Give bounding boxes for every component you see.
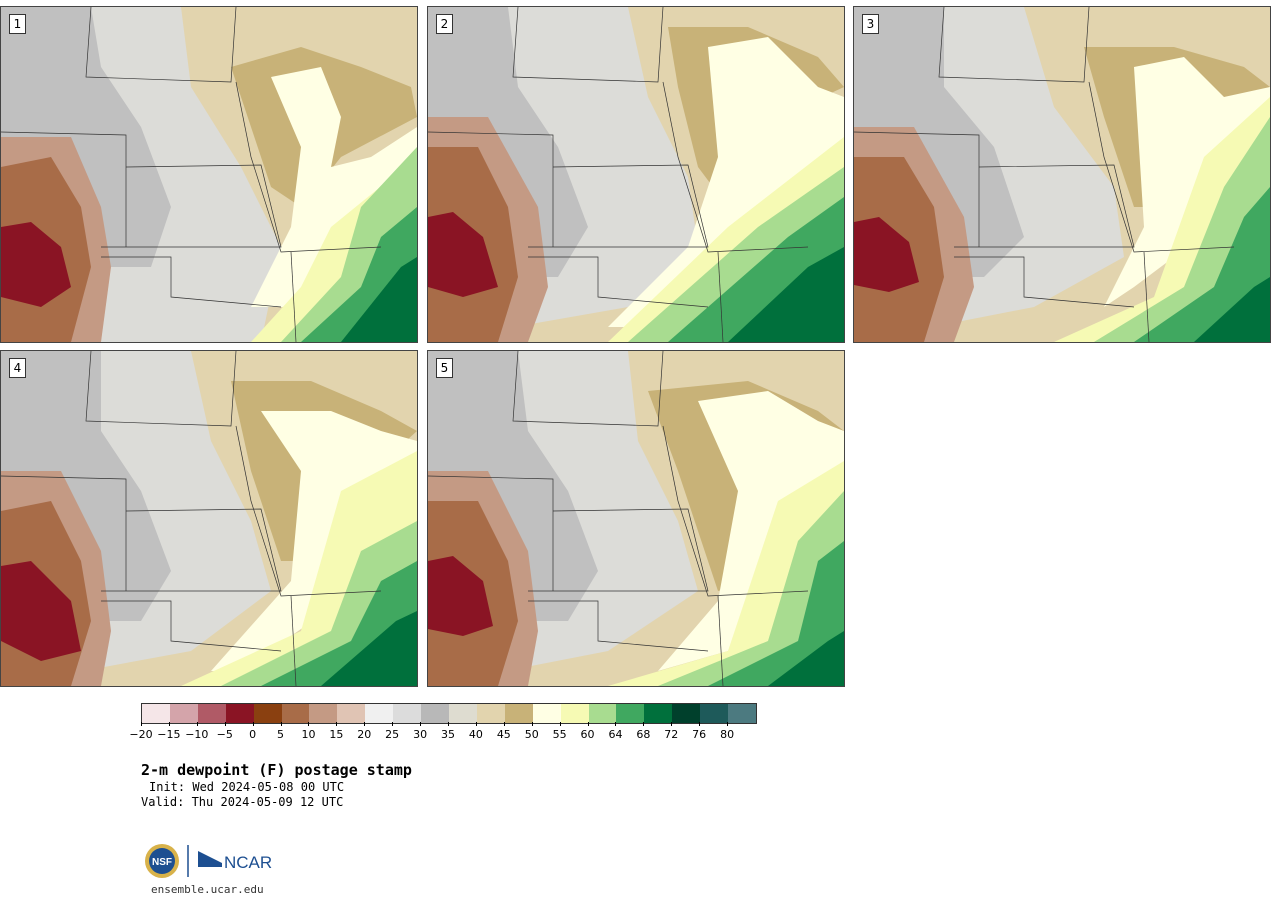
colorbar-cell bbox=[700, 704, 729, 723]
colorbar-tick-mark bbox=[196, 722, 198, 726]
dewpoint-map-4 bbox=[1, 351, 417, 686]
colorbar-tick-label: 0 bbox=[249, 728, 257, 741]
colorbar-cell bbox=[532, 704, 561, 723]
colorbar-cell bbox=[728, 704, 756, 723]
colorbar-cell bbox=[169, 704, 198, 723]
colorbar-tick-mark bbox=[336, 722, 338, 726]
colorbar-tick-label: −15 bbox=[157, 728, 181, 741]
dewpoint-map-2 bbox=[428, 7, 844, 342]
panel-number-label: 1 bbox=[9, 14, 26, 34]
colorbar-tick-mark bbox=[364, 722, 366, 726]
valid-time: Valid: Thu 2024-05-09 12 UTC bbox=[141, 795, 344, 809]
map-panel-4: 4 bbox=[0, 350, 418, 687]
colorbar-tick-mark bbox=[280, 722, 282, 726]
colorbar-cell bbox=[421, 704, 449, 723]
colorbar-tick-label: 64 bbox=[608, 728, 623, 741]
colorbar-cell bbox=[616, 704, 645, 723]
colorbar-tick-label: 76 bbox=[692, 728, 707, 741]
colorbar-cell bbox=[309, 704, 338, 723]
colorbar-tick-label: 55 bbox=[552, 728, 567, 741]
colorbar-tick-mark bbox=[559, 722, 561, 726]
colorbar-tick-mark bbox=[475, 722, 477, 726]
map-panel-1: 1 bbox=[0, 6, 418, 343]
colorbar-tick-mark bbox=[420, 722, 422, 726]
nsf-logo-text: NSF bbox=[152, 857, 172, 868]
colorbar-tick-mark bbox=[224, 722, 226, 726]
colorbar-tick-label: 15 bbox=[329, 728, 344, 741]
dewpoint-map-3 bbox=[854, 7, 1270, 342]
colorbar-cell bbox=[281, 704, 310, 723]
colorbar-cell bbox=[588, 704, 617, 723]
map-panel-2: 2 bbox=[427, 6, 845, 343]
panel-number-label: 5 bbox=[436, 358, 453, 378]
colorbar-tick-mark bbox=[503, 722, 505, 726]
colorbar-tick-mark bbox=[615, 722, 617, 726]
colorbar-cell bbox=[365, 704, 394, 723]
colorbar-cell bbox=[644, 704, 673, 723]
colorbar-tick-mark bbox=[392, 722, 394, 726]
colorbar-ticks: −20 −15 −10 −5 0 5 10 15 20 25 30 35 40 45 50 55 60 64 68 7… bbox=[129, 722, 755, 742]
colorbar-tick-label: 68 bbox=[636, 728, 651, 741]
colorbar-cell bbox=[393, 704, 422, 723]
map-panel-5: 5 bbox=[427, 350, 845, 687]
dewpoint-map-1 bbox=[1, 7, 417, 342]
map-panel-3: 3 bbox=[853, 6, 1271, 343]
nsf-logo-icon: NSF bbox=[145, 844, 179, 878]
colorbar-tick-label: 50 bbox=[524, 728, 539, 741]
colorbar-cell bbox=[253, 704, 282, 723]
colorbar-tick-mark bbox=[699, 722, 701, 726]
colorbar-tick-mark bbox=[448, 722, 449, 726]
colorbar-tick-mark bbox=[308, 722, 310, 726]
colorbar-cell bbox=[504, 704, 533, 723]
figure-title: 2-m dewpoint (F) postage stamp bbox=[141, 761, 412, 779]
colorbar-tick-label: 45 bbox=[496, 728, 511, 741]
colorbar-tick-label: 72 bbox=[664, 728, 679, 741]
colorbar-cell bbox=[197, 704, 226, 723]
colorbar-tick-label: 30 bbox=[413, 728, 428, 741]
colorbar-tick-mark bbox=[671, 722, 673, 726]
nsf-ncar-logo: NSF NCAR bbox=[144, 843, 274, 881]
ncar-logo-text: NCAR bbox=[224, 853, 272, 872]
colorbar-cell bbox=[142, 704, 170, 723]
colorbar-tick-label: −5 bbox=[216, 728, 233, 741]
colorbar-tick-mark bbox=[587, 722, 589, 726]
colorbar-tick-label: 35 bbox=[441, 728, 455, 741]
colorbar-tick-label: 80 bbox=[720, 728, 735, 741]
colorbar-tick-mark bbox=[727, 722, 729, 726]
colorbar bbox=[141, 703, 757, 724]
colorbar-tick-mark bbox=[141, 722, 142, 726]
colorbar-cell bbox=[337, 704, 366, 723]
colorbar-cell bbox=[672, 704, 701, 723]
colorbar-cell bbox=[560, 704, 589, 723]
colorbar-tick-mark bbox=[531, 722, 533, 726]
colorbar-tick-label: 25 bbox=[385, 728, 400, 741]
footer-url: ensemble.ucar.edu bbox=[151, 883, 264, 896]
colorbar-tick-label: 60 bbox=[580, 728, 595, 741]
panel-number-label: 2 bbox=[436, 14, 453, 34]
colorbar-tick-label: −10 bbox=[185, 728, 209, 741]
colorbar-cell bbox=[476, 704, 505, 723]
colorbar-tick-mark bbox=[168, 722, 170, 726]
ncar-logo-icon: NCAR bbox=[198, 851, 272, 872]
panel-number-label: 3 bbox=[862, 14, 879, 34]
colorbar-tick-label: 5 bbox=[277, 728, 285, 741]
panel-number-label: 4 bbox=[9, 358, 26, 378]
colorbar-tick-label: 10 bbox=[301, 728, 316, 741]
colorbar-cell bbox=[448, 704, 477, 723]
colorbar-tick-mark bbox=[643, 722, 645, 726]
colorbar-cell bbox=[225, 704, 254, 723]
colorbar-tick-label: 40 bbox=[468, 728, 483, 741]
colorbar-tick-mark bbox=[252, 722, 254, 726]
init-time: Init: Wed 2024-05-08 00 UTC bbox=[149, 780, 345, 794]
colorbar-tick-label: 20 bbox=[357, 728, 372, 741]
colorbar-tick-label: −20 bbox=[129, 728, 153, 741]
dewpoint-map-5 bbox=[428, 351, 844, 686]
